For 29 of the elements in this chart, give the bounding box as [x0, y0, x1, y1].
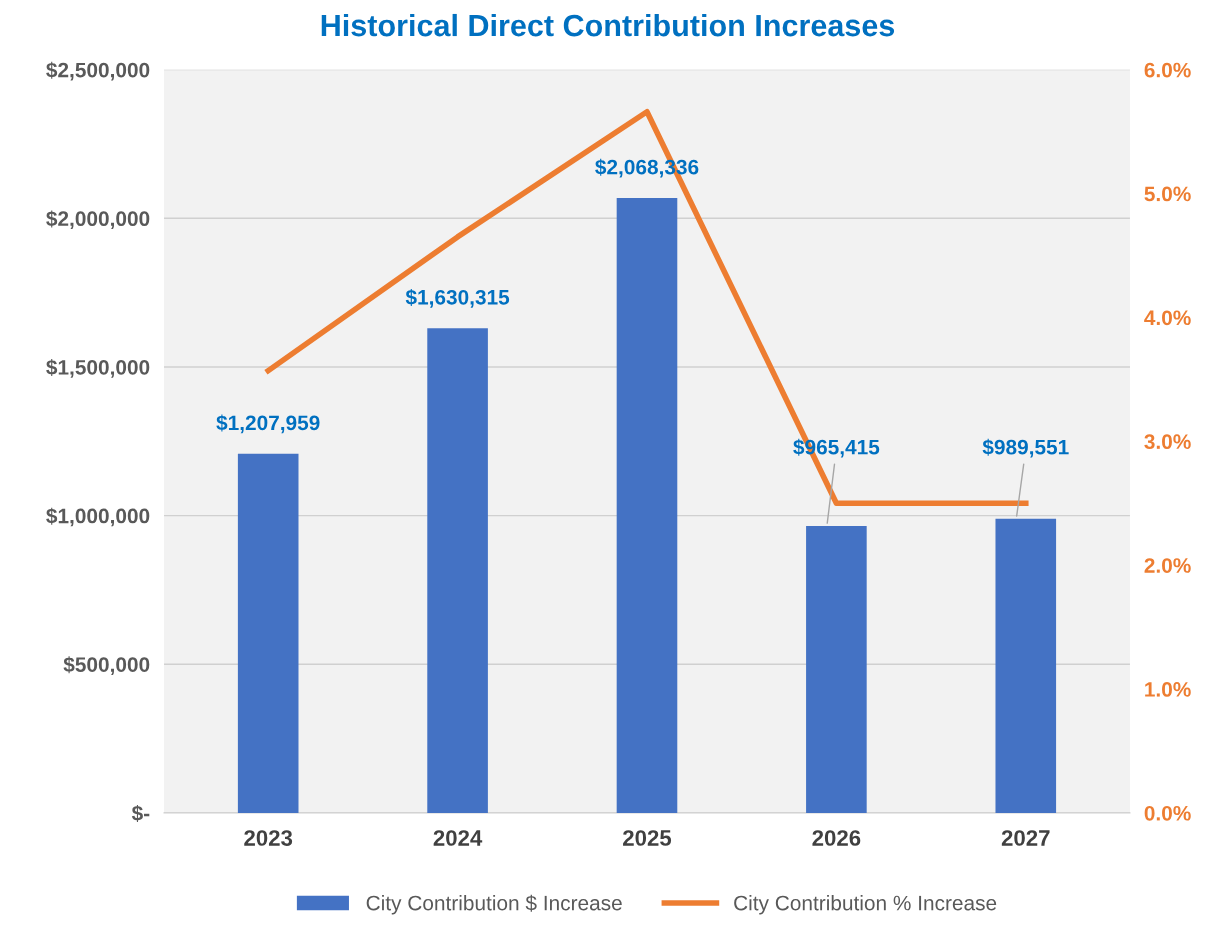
- x-tick-label: 2023: [244, 830, 293, 846]
- data-label: $1,630,315: [405, 288, 510, 308]
- bar: [995, 518, 1057, 813]
- y-tick-label: $-: [131, 804, 150, 822]
- bar: [237, 453, 299, 813]
- bar: [427, 328, 488, 813]
- y-tick-label: $1,000,000: [46, 507, 150, 527]
- y2-tick-label: 6.0%: [1144, 62, 1191, 78]
- y-tick-label: $500,000: [63, 656, 150, 676]
- data-label: $989,551: [982, 438, 1069, 458]
- legend-label: City Contribution $ Increase: [366, 894, 622, 915]
- y2-tick-label: 5.0%: [1144, 186, 1191, 202]
- legend-label: City Contribution % Increase: [734, 895, 997, 915]
- bar: [806, 525, 867, 813]
- y2-tick-label: 4.0%: [1144, 310, 1191, 326]
- chart-title: Historical Direct Contribution Increases: [321, 13, 895, 37]
- bar: [616, 198, 678, 813]
- x-tick-label: 2027: [1001, 830, 1050, 846]
- data-label: $1,207,959: [216, 414, 320, 434]
- y-tick-label: $2,000,000: [46, 210, 150, 230]
- y2-tick-label: 2.0%: [1144, 558, 1191, 573]
- x-tick-label: 2024: [433, 830, 483, 846]
- y2-tick-label: 1.0%: [1145, 682, 1191, 697]
- x-tick-label: 2026: [812, 830, 861, 846]
- y2-tick-label: 3.0%: [1144, 434, 1191, 450]
- y-tick-label: $2,500,000: [46, 61, 150, 81]
- y-tick-label: $1,500,000: [46, 359, 150, 378]
- x-tick-label: 2025: [623, 830, 672, 846]
- y2-tick-label: 0.0%: [1144, 805, 1191, 821]
